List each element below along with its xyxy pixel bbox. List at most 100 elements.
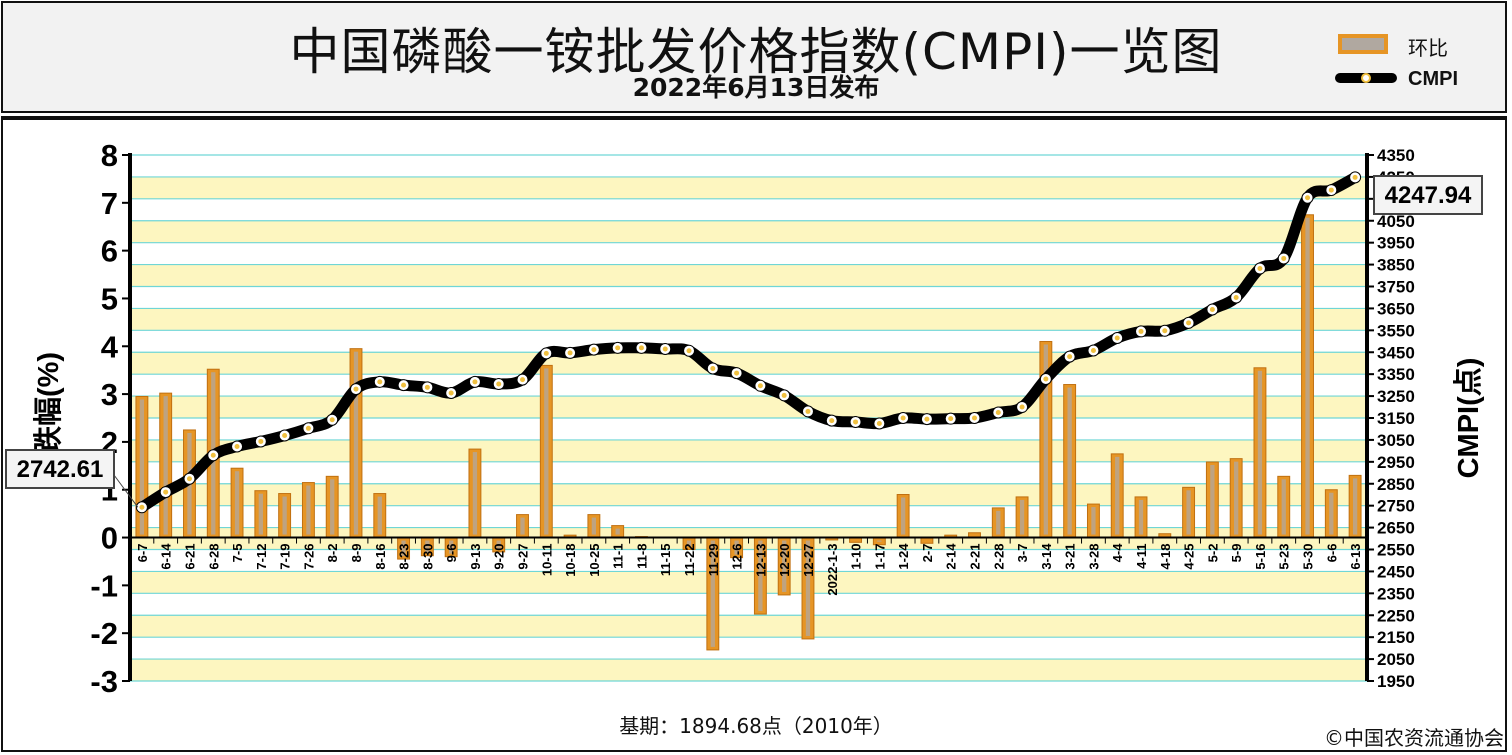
x-tick-label: 8-9: [349, 544, 364, 563]
bar-highlight: [1305, 217, 1310, 535]
background-bands: [130, 155, 1367, 681]
y-left-tick-label: 7: [101, 186, 118, 221]
cmpi-point-dot: [305, 425, 311, 431]
x-tick-label: 12-13: [753, 544, 768, 577]
bar-highlight: [710, 540, 715, 647]
bar-highlight: [1257, 370, 1263, 535]
x-tick-label: 11-22: [682, 544, 697, 577]
cmpi-point-dot: [472, 379, 478, 385]
x-tick-label: 5-9: [1229, 544, 1244, 563]
x-tick-label: 7-12: [254, 544, 269, 570]
y-left-tick-label: 3: [101, 377, 118, 412]
cmpi-point-dot: [995, 410, 1001, 416]
x-tick-label: 11-29: [706, 544, 721, 577]
y-right-tick-label: 3950: [1377, 234, 1415, 253]
bar-highlight: [758, 540, 763, 612]
cmpi-point-dot: [1043, 376, 1049, 382]
y-left-tick-label: 0: [101, 521, 118, 556]
band: [130, 659, 1367, 681]
y-right-tick-label: 3450: [1377, 343, 1415, 362]
start-value-leader: [113, 474, 139, 508]
bar-highlight: [258, 493, 263, 535]
cmpi-point-dot: [186, 476, 192, 482]
start-value-box: [5, 449, 115, 489]
end-value-box: [1373, 175, 1483, 215]
x-tick-label: 9-20: [492, 544, 507, 570]
value-callouts: 2742.61 4247.94: [5, 175, 1483, 508]
y-left-tick-label: 4: [101, 329, 119, 364]
cmpi-point-dot: [948, 416, 954, 422]
cmpi-point-dot: [734, 370, 740, 376]
tick-labels: -3-2-10123456781950205021502250235024502…: [32, 138, 1485, 699]
x-tick-label: 1-17: [872, 544, 887, 570]
bar-highlight: [472, 452, 478, 535]
x-tick-label: 6-21: [182, 544, 197, 570]
x-tick-label: 3-28: [1086, 544, 1101, 570]
y-right-tick-label: 4350: [1377, 146, 1415, 165]
x-tick-label: 1-24: [896, 543, 911, 570]
bar-highlight: [591, 517, 597, 535]
x-tick-label: 10-11: [539, 544, 554, 577]
band: [130, 637, 1367, 660]
cmpi-point-dot: [282, 433, 288, 439]
bar-highlight: [1067, 387, 1072, 535]
y-right-tick-label: 3350: [1377, 365, 1415, 384]
x-tick-label: 6-14: [159, 543, 174, 570]
band: [130, 220, 1367, 243]
y-right-tick-label: 3650: [1377, 299, 1415, 318]
cmpi-point-dot: [1019, 404, 1025, 410]
x-tick-label: 9-27: [516, 544, 531, 570]
cmpi-point-dot: [1186, 320, 1192, 326]
bar-highlight: [449, 540, 454, 554]
band: [130, 549, 1367, 572]
x-tick-label: 2022-1-3: [825, 544, 840, 596]
bar-highlight: [1281, 479, 1286, 535]
cmpi-point-dot: [1090, 347, 1096, 353]
cmpi-point-dot: [448, 390, 454, 396]
cmpi-point-dot: [567, 350, 573, 356]
band: [130, 615, 1367, 638]
bar-highlight: [1329, 492, 1334, 535]
x-tick-label: 6-7: [135, 544, 150, 563]
y-left-tick-label: -1: [90, 568, 118, 603]
band: [130, 396, 1367, 418]
y-right-tick-label: 2950: [1377, 453, 1415, 472]
x-tick-label: 4-18: [1158, 544, 1173, 570]
bar-highlight: [1138, 499, 1144, 535]
cmpi-point-dot: [1328, 187, 1334, 193]
cmpi-point-dot: [876, 420, 882, 426]
cmpi-point-dot: [139, 504, 145, 510]
x-tick-label: 12-20: [777, 544, 792, 577]
cmpi-point-dot: [829, 418, 835, 424]
x-tick-label: 12-27: [801, 544, 816, 577]
x-tick-label: 5-16: [1253, 544, 1268, 570]
cmpi-point-dot: [924, 416, 930, 422]
y-right-tick-label: 2650: [1377, 519, 1415, 538]
bar-highlight: [1352, 478, 1358, 535]
bar-highlight: [377, 496, 382, 535]
x-tick-label: 3-14: [1039, 543, 1054, 570]
band: [130, 242, 1367, 265]
x-tick-label: 6-28: [206, 544, 221, 570]
y-right-tick-label: 3150: [1377, 409, 1415, 428]
cmpi-point-dot: [353, 386, 359, 392]
x-tick-label: 4-11: [1134, 544, 1149, 569]
y-right-tick-label: 2450: [1377, 562, 1415, 581]
bar-highlight: [805, 540, 811, 636]
cmpi-point-dot: [401, 382, 407, 388]
x-tick-label: 5-23: [1277, 544, 1292, 570]
legend-bar-swatch: [1338, 34, 1388, 54]
x-tick-label: 2-21: [967, 544, 982, 570]
x-tick-label: 2-7: [920, 544, 935, 563]
band: [130, 176, 1367, 199]
cmpi-point-dot: [543, 350, 549, 356]
x-tick-label: 4-4: [1110, 543, 1125, 563]
x-tick-label: 5-2: [1205, 544, 1220, 563]
line-series: [135, 171, 1362, 514]
bar-highlight: [1043, 344, 1048, 535]
cmpi-point-dot: [1352, 174, 1358, 180]
cmpi-point-dot: [781, 392, 787, 398]
x-tick-label: 10-18: [563, 544, 578, 577]
